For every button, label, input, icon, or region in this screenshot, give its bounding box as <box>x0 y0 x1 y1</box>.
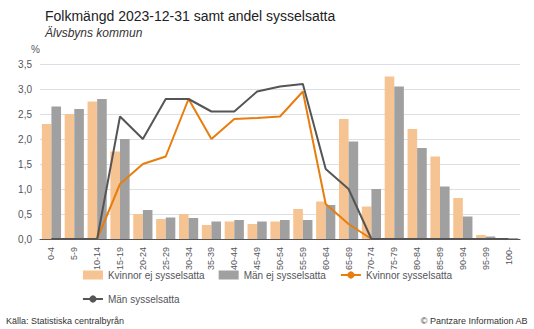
svg-text:50-54: 50-54 <box>275 247 285 270</box>
svg-text:Män sysselsatta: Män sysselsatta <box>108 294 180 305</box>
svg-text:90-94: 90-94 <box>458 247 468 270</box>
svg-text:1,5: 1,5 <box>18 159 32 170</box>
svg-text:0,0: 0,0 <box>18 234 32 245</box>
svg-text:0-4: 0-4 <box>46 247 56 260</box>
svg-text:%: % <box>31 44 40 55</box>
svg-text:65-69: 65-69 <box>344 247 354 270</box>
svg-text:Män ej sysselsatta: Män ej sysselsatta <box>244 270 327 281</box>
svg-text:Älvsbyns kommun: Älvsbyns kommun <box>44 26 143 40</box>
svg-text:30-34: 30-34 <box>184 247 194 270</box>
svg-text:35-39: 35-39 <box>206 247 216 270</box>
svg-text:Kvinnor sysselsatta: Kvinnor sysselsatta <box>366 270 453 281</box>
svg-text:20-24: 20-24 <box>138 247 148 270</box>
svg-text:45-49: 45-49 <box>252 247 262 270</box>
svg-text:80-84: 80-84 <box>412 247 422 270</box>
svg-text:5-9: 5-9 <box>69 247 79 260</box>
svg-text:2,5: 2,5 <box>18 109 32 120</box>
svg-text:3,5: 3,5 <box>18 59 32 70</box>
svg-text:1,0: 1,0 <box>18 184 32 195</box>
svg-text:75-79: 75-79 <box>389 247 399 270</box>
svg-text:55-59: 55-59 <box>298 247 308 270</box>
svg-text:60-64: 60-64 <box>321 247 331 270</box>
svg-text:95-99: 95-99 <box>481 247 491 270</box>
svg-text:© Pantzare Information AB: © Pantzare Information AB <box>421 316 528 326</box>
svg-text:100-: 100- <box>504 247 514 265</box>
svg-text:3,0: 3,0 <box>18 84 32 95</box>
svg-text:10-14: 10-14 <box>92 247 102 270</box>
svg-text:85-89: 85-89 <box>435 247 445 270</box>
svg-text:15-19: 15-19 <box>115 247 125 270</box>
svg-text:0,5: 0,5 <box>18 209 32 220</box>
svg-text:Källa: Statistiska centralbyrå: Källa: Statistiska centralbyrån <box>6 316 124 326</box>
svg-text:Kvinnor ej sysselsatta: Kvinnor ej sysselsatta <box>108 270 205 281</box>
svg-text:Folkmängd 2023-12-31 samt ande: Folkmängd 2023-12-31 samt andel sysselsa… <box>45 8 335 24</box>
svg-text:70-74: 70-74 <box>366 247 376 270</box>
svg-text:2,0: 2,0 <box>18 134 32 145</box>
svg-text:25-29: 25-29 <box>161 247 171 270</box>
svg-text:40-44: 40-44 <box>229 247 239 270</box>
